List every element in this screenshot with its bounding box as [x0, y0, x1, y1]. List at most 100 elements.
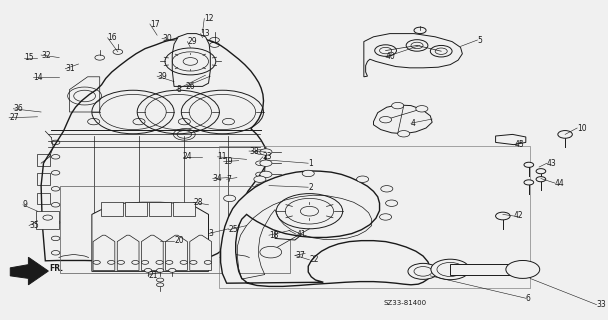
Polygon shape [364, 34, 462, 77]
Circle shape [117, 260, 125, 264]
Text: 17: 17 [150, 20, 159, 28]
Text: 8: 8 [176, 85, 181, 94]
Circle shape [180, 260, 187, 264]
Circle shape [168, 268, 176, 272]
Circle shape [356, 176, 368, 182]
Circle shape [132, 260, 139, 264]
Circle shape [93, 260, 100, 264]
Circle shape [190, 260, 197, 264]
Circle shape [536, 169, 546, 174]
Text: 41: 41 [296, 230, 306, 239]
Bar [38, 193, 50, 204]
Circle shape [260, 183, 272, 189]
Circle shape [43, 215, 52, 220]
Text: 40: 40 [385, 52, 395, 61]
Circle shape [381, 186, 393, 192]
Circle shape [260, 149, 272, 155]
Circle shape [302, 170, 314, 177]
Circle shape [156, 268, 164, 272]
Circle shape [278, 220, 300, 231]
Polygon shape [117, 235, 139, 270]
Bar [60, 186, 290, 273]
Circle shape [392, 102, 404, 109]
Bar [451, 264, 523, 275]
Polygon shape [150, 202, 171, 216]
Text: 20: 20 [174, 236, 184, 245]
Circle shape [431, 259, 469, 280]
Bar [38, 154, 50, 166]
Text: 36: 36 [13, 104, 23, 113]
Text: 1: 1 [308, 159, 313, 168]
Text: 27: 27 [9, 113, 19, 122]
Bar [38, 212, 50, 223]
Bar [219, 146, 530, 288]
Polygon shape [41, 38, 266, 264]
Text: 30: 30 [162, 34, 171, 43]
Circle shape [142, 260, 149, 264]
Polygon shape [275, 213, 301, 240]
Text: 25: 25 [229, 225, 238, 234]
Circle shape [398, 131, 410, 137]
Polygon shape [92, 202, 209, 271]
Circle shape [260, 160, 272, 166]
Polygon shape [125, 202, 147, 216]
Polygon shape [173, 202, 195, 216]
Circle shape [414, 27, 426, 34]
Circle shape [156, 278, 164, 282]
Text: 28: 28 [193, 198, 203, 207]
Circle shape [254, 176, 266, 182]
Text: 6: 6 [526, 294, 531, 303]
Polygon shape [190, 235, 212, 270]
Text: 15: 15 [24, 53, 34, 62]
Text: SZ33-81400: SZ33-81400 [384, 300, 427, 306]
Polygon shape [10, 257, 49, 285]
Text: 37: 37 [295, 251, 305, 260]
Polygon shape [172, 34, 210, 86]
Circle shape [156, 283, 164, 287]
Text: 11: 11 [218, 152, 227, 161]
Circle shape [379, 116, 392, 123]
Text: 45: 45 [515, 140, 525, 149]
Text: 43: 43 [547, 159, 557, 168]
Polygon shape [101, 202, 123, 216]
Text: 9: 9 [23, 200, 28, 209]
Circle shape [506, 260, 540, 278]
Bar [38, 173, 50, 185]
Circle shape [165, 260, 173, 264]
Circle shape [260, 171, 272, 178]
Circle shape [536, 177, 546, 182]
Text: FR.: FR. [50, 264, 64, 273]
Text: 32: 32 [41, 51, 50, 60]
Text: 12: 12 [204, 14, 214, 23]
Polygon shape [165, 235, 187, 270]
Text: 5: 5 [477, 36, 482, 44]
Polygon shape [221, 171, 430, 286]
Polygon shape [93, 235, 115, 270]
Text: 13: 13 [201, 29, 210, 38]
Circle shape [145, 268, 152, 272]
Polygon shape [373, 105, 432, 134]
Text: 35: 35 [29, 221, 39, 230]
Text: 10: 10 [577, 124, 587, 132]
Circle shape [204, 260, 212, 264]
Circle shape [260, 246, 282, 258]
Text: 34: 34 [213, 174, 223, 183]
Text: 18: 18 [269, 231, 278, 240]
Circle shape [416, 106, 428, 112]
Text: 21: 21 [148, 271, 157, 280]
Text: 19: 19 [224, 157, 233, 166]
Text: 23: 23 [263, 152, 272, 161]
Text: 24: 24 [182, 152, 192, 161]
Text: 2: 2 [308, 183, 313, 192]
Circle shape [224, 195, 236, 202]
Text: 3: 3 [209, 229, 213, 238]
Text: 33: 33 [596, 300, 606, 309]
Circle shape [496, 212, 510, 220]
Text: 16: 16 [108, 33, 117, 42]
Text: 7: 7 [227, 175, 232, 184]
Text: 42: 42 [514, 212, 523, 220]
Polygon shape [496, 134, 526, 145]
Text: 29: 29 [187, 37, 197, 46]
Polygon shape [36, 211, 59, 229]
Circle shape [408, 263, 438, 279]
